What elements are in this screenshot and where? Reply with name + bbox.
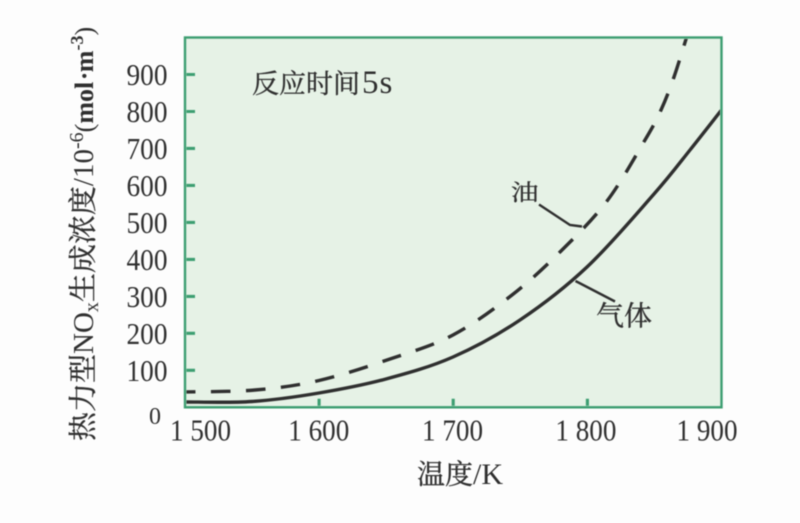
svg-text:1 500: 1 500 xyxy=(170,413,231,448)
svg-text:m: m xyxy=(70,50,99,72)
svg-text:/K: /K xyxy=(473,458,503,491)
svg-text:1 600: 1 600 xyxy=(288,413,349,448)
svg-text:x: x xyxy=(81,302,103,312)
svg-text:NO: NO xyxy=(68,312,100,354)
svg-text:-6: -6 xyxy=(66,132,88,149)
svg-text:1 900: 1 900 xyxy=(677,413,738,448)
svg-text:5s: 5s xyxy=(362,65,393,101)
svg-text:200: 200 xyxy=(127,316,168,351)
svg-text:): ) xyxy=(70,27,99,36)
svg-text:(: ( xyxy=(70,124,99,133)
svg-text:1 700: 1 700 xyxy=(422,413,483,448)
svg-text:-3: -3 xyxy=(67,36,87,51)
svg-text:100: 100 xyxy=(127,353,168,388)
svg-text:500: 500 xyxy=(127,205,168,240)
svg-text:800: 800 xyxy=(127,94,168,129)
svg-text:600: 600 xyxy=(127,168,168,203)
svg-text:1 800: 1 800 xyxy=(555,413,616,448)
svg-text:400: 400 xyxy=(127,242,168,277)
svg-text:·: · xyxy=(70,72,99,81)
svg-text:mol: mol xyxy=(70,82,99,124)
svg-text:300: 300 xyxy=(127,279,168,314)
svg-text:/10: /10 xyxy=(68,149,100,186)
svg-text:900: 900 xyxy=(127,57,168,92)
svg-text:0: 0 xyxy=(149,404,161,430)
svg-text:700: 700 xyxy=(127,131,168,166)
